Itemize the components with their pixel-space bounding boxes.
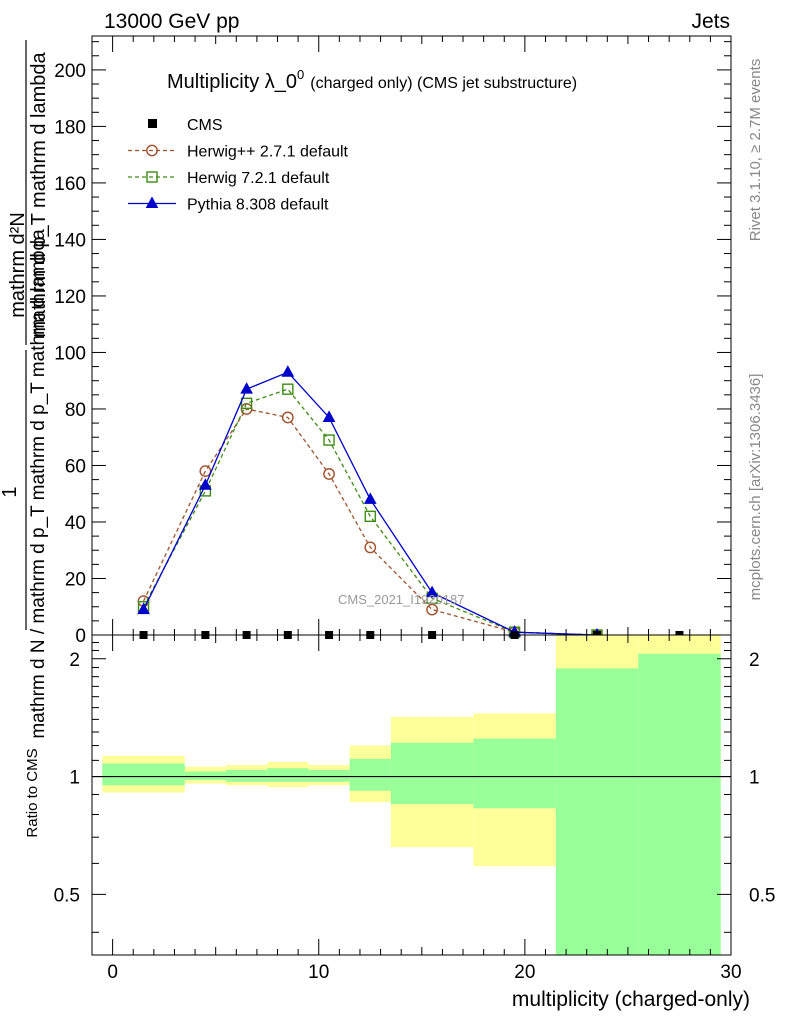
rivet-version-label: Rivet 3.1.10, ≥ 2.7M events [747,59,764,242]
series-point-triangle [363,492,377,504]
ratio-band-green [555,668,639,955]
series-point-square [282,383,294,395]
main-y-tick-label: 100 [54,343,86,364]
x-tick-label: 0 [107,962,118,983]
series-line-circle [142,408,598,636]
main-y-tick-label: 180 [54,117,86,138]
legend-label: Pythia 8.308 default [187,197,329,214]
series-point-circle [281,411,294,424]
legend-label: Herwig++ 2.7.1 default [187,144,349,161]
ratio-band-green [349,758,391,791]
series-point-triangle [281,365,295,377]
series-point-triangle [137,602,150,615]
ratio-bands-layer [92,635,731,955]
chart-title-main: Multiplicity λ_0 [167,71,297,93]
ratio-y-tick-label-right: 1 [749,768,760,789]
ratio-band-green [638,653,721,955]
ylabel-denominator-top: mathrm d p_T mathrm d lambda [28,51,50,337]
legend-label: CMS [187,117,223,134]
ratio-axes: 0.5 0.51 12 20 10 20 30 [54,635,775,983]
legend: CMS Herwig++ 2.7.1 default Herwig 7.2.1 de… [128,117,349,214]
legend-marker-square [146,171,158,183]
header-process-label: Jets [691,10,730,33]
series-point-triangle [425,585,439,598]
chart-title: Multiplicity λ_00 (charged only) (CMS jet… [167,67,577,93]
series-point-circle [199,465,212,478]
main-y-tick-label: 20 [65,569,86,590]
legend-marker-cms [148,119,157,128]
main-y-tick-label: 160 [54,174,86,195]
chart-title-superscript: 0 [297,67,304,82]
series-point-square [323,434,335,446]
main-y-tick-label: 140 [54,230,86,251]
watermark-analysis: CMS_2021_I1920187 [338,592,465,607]
ylabel-denominator-bottom: mathrm d N / mathrm d p_T mathrm d p_T m… [28,229,49,739]
series-point-square [364,510,376,523]
x-axis-label: multiplicity (charged-only) [512,988,750,1011]
main-y-tick-label: 120 [54,287,86,308]
series-point-triangle [240,382,253,394]
ratio-y-tick-label-right: 2 [749,650,760,671]
ratio-band-green [225,769,268,782]
main-y-tick-label: 0 [75,626,86,647]
main-axes: 0 20 40 60 80 100 120 140 160 180 200 [54,36,732,647]
main-y-tick-label: 200 [54,61,86,82]
mcplots-reference-label: mcplots.cern.ch [arXiv:1306.3436] [747,374,764,601]
ylabel-numerator-one: 1 [0,486,21,497]
ylabel-numerator: mathrm d²N [7,212,29,318]
ratio-y-tick-label-right: 0.5 [749,885,775,906]
ratio-y-tick-label: 1 [69,768,80,789]
main-plot-panel: 0 20 40 60 80 100 120 140 160 180 200 CMS_2021_I19… [54,35,732,647]
ratio-y-tick-label: 0.5 [54,885,80,906]
ratio-y-axis-label: Ratio to CMS [24,748,41,837]
ratio-plot-panel: 0.5 0.51 12 20 10 20 30 [54,634,775,983]
ratio-y-tick-label: 2 [69,650,80,671]
series-point-circle [323,468,335,480]
ratio-band-green [102,763,185,786]
ratio-frame [91,634,732,956]
series-point-square [240,397,253,410]
x-tick-label: 30 [720,962,741,983]
legend-label: Herwig 7.2.1 default [187,170,330,187]
series-point-circle [426,603,439,616]
x-tick-label: 20 [514,962,535,983]
series-line-square [142,388,598,636]
ratio-band-green [390,742,474,805]
series-point-circle [364,541,377,554]
series-point-triangle [322,410,336,422]
header-energy-label: 13000 GeV pp [104,10,239,33]
ratio-band-green [473,738,556,809]
main-y-axis-label: mathrm d²N 1 mathrm d p_T mathrm d lambd… [0,40,50,739]
ratio-band-green [184,771,226,780]
main-y-tick-label: 80 [65,400,86,421]
main-y-tick-label: 40 [65,513,86,534]
ratio-band-green [308,769,350,782]
x-tick-label: 10 [308,962,329,983]
legend-marker-triangle [145,196,159,208]
legend-marker-circle [146,144,158,157]
ratio-band-green [267,768,309,782]
chart-title-subtitle: (charged only) (CMS jet substructure) [310,75,577,92]
series-point-triangle [199,478,212,490]
main-y-tick-label: 60 [65,456,86,477]
